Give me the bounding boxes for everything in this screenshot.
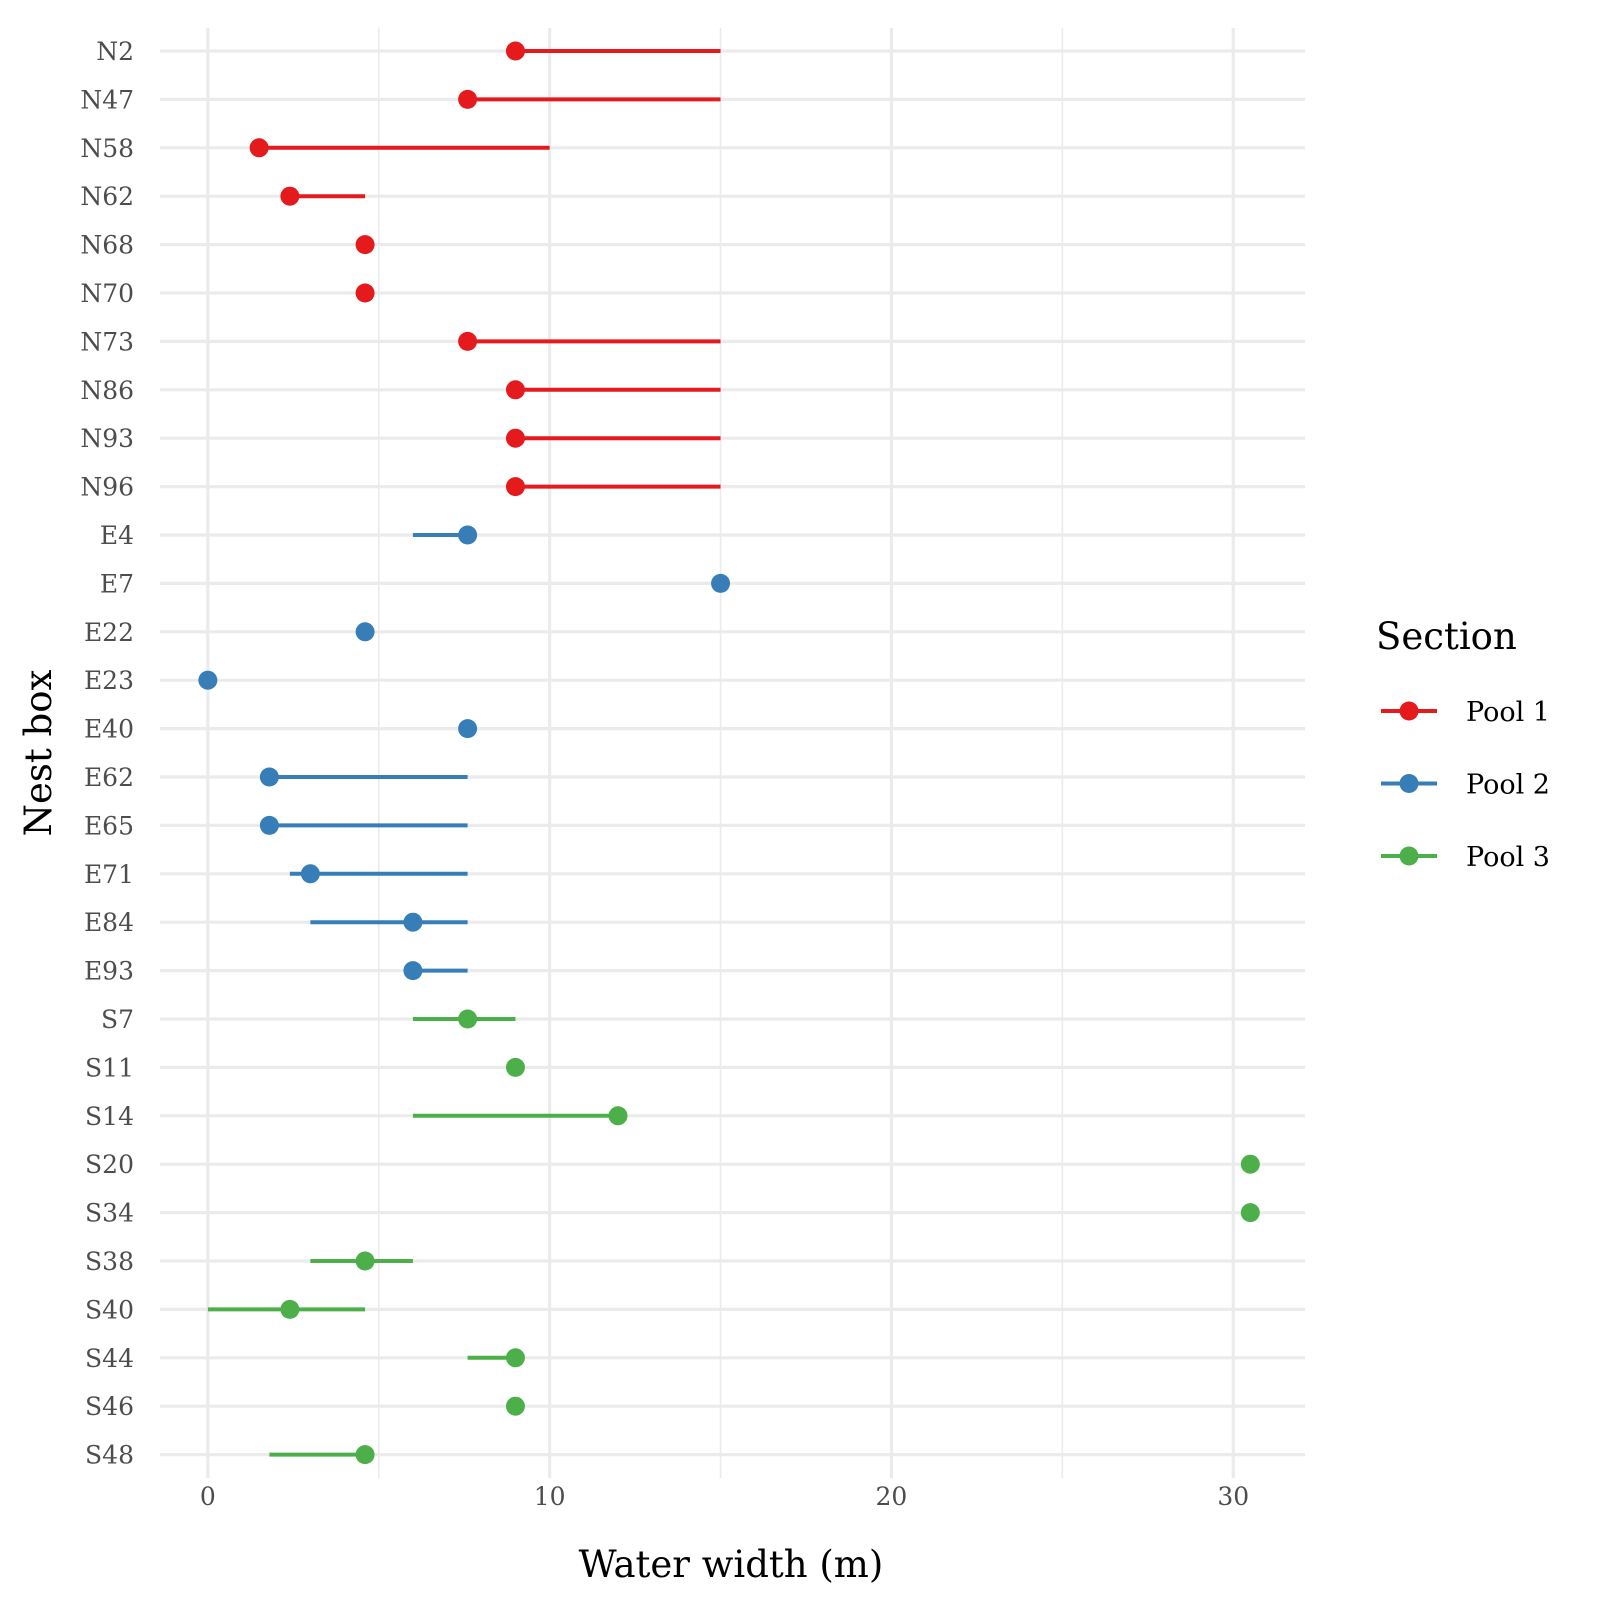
data-point <box>458 719 478 739</box>
legend-label: Pool 3 <box>1466 842 1550 873</box>
data-point <box>458 331 478 351</box>
data-point <box>458 89 478 109</box>
x-tick-labels: 0 10 20 30 <box>200 1482 1249 1511</box>
data-point <box>505 1348 525 1368</box>
x-tick-label: 30 <box>1217 1482 1249 1511</box>
y-tick-label: S14 <box>85 1102 134 1131</box>
y-tick-label: E84 <box>84 908 134 937</box>
data-point <box>259 815 279 835</box>
y-tick-label: E4 <box>100 521 134 550</box>
legend-key-dot <box>1399 701 1419 721</box>
y-tick-label: N73 <box>80 327 134 356</box>
y-tick-label: E62 <box>84 763 134 792</box>
y-tick-label: S20 <box>85 1150 134 1179</box>
data-point <box>505 41 525 61</box>
y-tick-label: E22 <box>84 618 134 647</box>
y-tick-label: N58 <box>80 134 134 163</box>
x-axis-title: Water width (m) <box>579 1543 884 1586</box>
y-tick-label: E93 <box>84 957 134 986</box>
y-tick-label: S48 <box>85 1441 134 1470</box>
data-point <box>458 1009 478 1029</box>
data-point <box>198 670 218 690</box>
legend: Section Pool 1 Pool 2 Pool 3 <box>1376 615 1550 873</box>
data-point <box>249 138 269 158</box>
y-tick-label: N86 <box>80 376 134 405</box>
data-point <box>505 1396 525 1416</box>
y-tick-label: N70 <box>80 279 134 308</box>
data-point <box>403 961 423 981</box>
data-point <box>355 1251 375 1271</box>
y-tick-label: N96 <box>80 473 134 502</box>
data-point <box>608 1106 628 1126</box>
y-tick-label: N62 <box>80 182 134 211</box>
y-tick-label: E65 <box>84 811 134 840</box>
data-point <box>355 283 375 303</box>
x-tick-label: 0 <box>200 1482 216 1511</box>
data-point <box>355 622 375 642</box>
data-point <box>300 864 320 884</box>
y-axis-title: Nest box <box>17 670 60 837</box>
y-tick-label: S46 <box>85 1392 134 1421</box>
y-tick-label: S40 <box>85 1295 134 1324</box>
data-point <box>280 1299 300 1319</box>
data-point <box>505 380 525 400</box>
data-point <box>505 1057 525 1077</box>
legend-label: Pool 1 <box>1466 697 1550 728</box>
data-point <box>458 525 478 545</box>
data-point <box>1240 1154 1260 1174</box>
y-tick-label: S34 <box>85 1199 134 1228</box>
y-tick-label: E23 <box>84 666 134 695</box>
x-tick-label: 20 <box>876 1482 908 1511</box>
y-tick-label: E71 <box>84 860 134 889</box>
legend-key-dot <box>1399 846 1419 866</box>
y-tick-label: S11 <box>85 1053 134 1082</box>
data-point <box>711 573 731 593</box>
legend-title: Section <box>1376 615 1517 658</box>
data-point <box>280 186 300 206</box>
y-tick-labels: N2 N47 N58 N62 N68 N70 N73 N86 N93 N96 E4 E7 E22 E23 E… <box>80 37 134 1470</box>
grid <box>160 28 1305 1478</box>
data-point <box>403 912 423 932</box>
data-point <box>1240 1203 1260 1223</box>
x-tick-label: 10 <box>534 1482 566 1511</box>
y-tick-label: N68 <box>80 231 134 260</box>
data-point <box>355 1445 375 1465</box>
y-tick-label: S44 <box>85 1344 134 1373</box>
y-tick-label: N47 <box>80 85 134 114</box>
y-tick-label: N2 <box>96 37 134 66</box>
y-tick-label: E40 <box>84 715 134 744</box>
y-tick-label: E7 <box>100 569 134 598</box>
y-tick-label: S7 <box>101 1005 134 1034</box>
data-point <box>355 235 375 255</box>
data-point <box>505 477 525 497</box>
legend-key-dot <box>1399 774 1419 793</box>
data-point <box>259 767 279 787</box>
y-tick-label: S38 <box>85 1247 134 1276</box>
y-tick-label: N93 <box>80 424 134 453</box>
data-marks <box>198 41 1260 1465</box>
legend-label: Pool 2 <box>1466 770 1550 801</box>
data-point <box>505 428 525 448</box>
